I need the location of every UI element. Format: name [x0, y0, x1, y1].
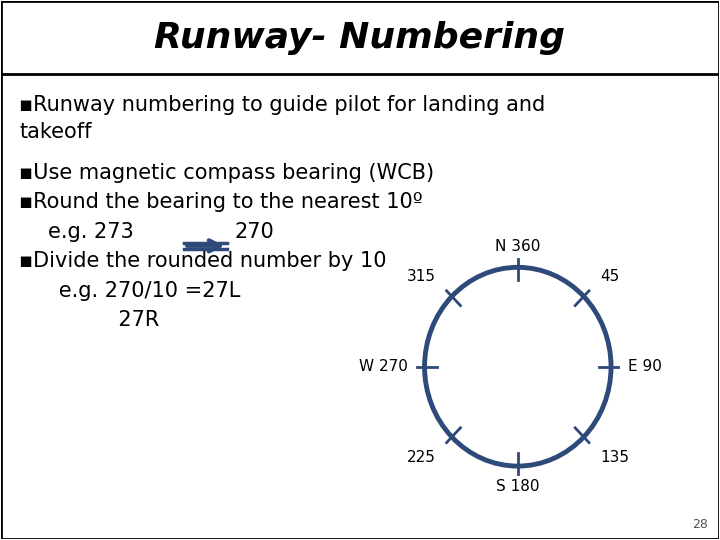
Text: S 180: S 180 [496, 479, 539, 494]
Text: 270: 270 [235, 221, 274, 242]
Text: Runway- Numbering: Runway- Numbering [155, 21, 565, 55]
Text: 27R: 27R [19, 310, 160, 330]
Text: E 90: E 90 [628, 359, 662, 374]
Text: 45: 45 [600, 269, 619, 284]
Text: e.g. 270/10 =27L: e.g. 270/10 =27L [19, 281, 240, 301]
Text: ▪Runway numbering to guide pilot for landing and: ▪Runway numbering to guide pilot for lan… [19, 96, 546, 116]
Text: ▪Round the bearing to the nearest 10º: ▪Round the bearing to the nearest 10º [19, 192, 423, 212]
Text: ▪Divide the rounded number by 10: ▪Divide the rounded number by 10 [19, 251, 387, 271]
Text: ▪Use magnetic compass bearing (WCB): ▪Use magnetic compass bearing (WCB) [19, 163, 434, 183]
Text: N 360: N 360 [495, 239, 541, 254]
Text: 225: 225 [407, 450, 436, 464]
Text: e.g. 273: e.g. 273 [48, 221, 134, 242]
Text: W 270: W 270 [359, 359, 408, 374]
Text: 28: 28 [692, 517, 708, 531]
Text: takeoff: takeoff [19, 122, 92, 142]
Text: 315: 315 [406, 269, 436, 284]
Text: 135: 135 [600, 450, 629, 464]
